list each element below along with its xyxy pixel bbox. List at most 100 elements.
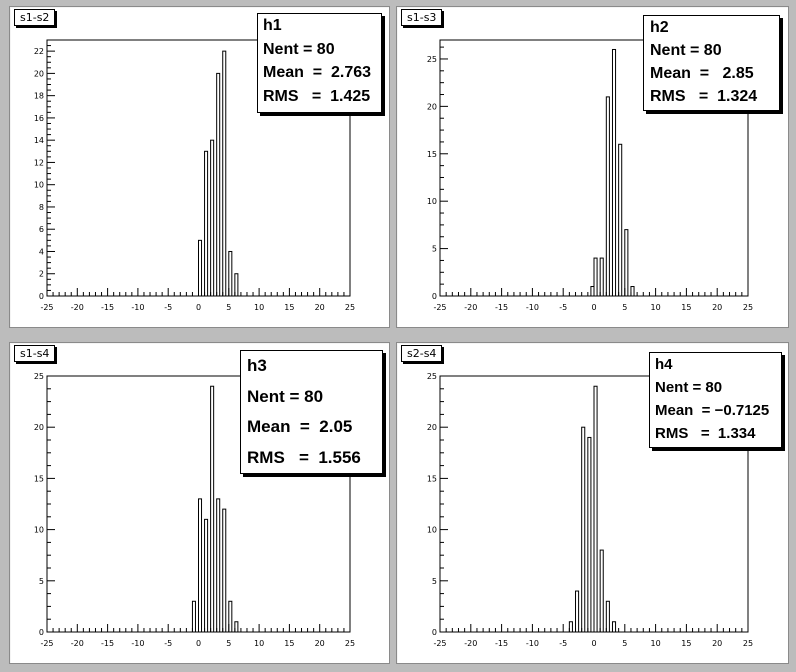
x-tick-label: 10 xyxy=(254,639,264,648)
y-tick-label: 15 xyxy=(427,474,437,483)
x-tick-label: -15 xyxy=(495,303,508,312)
histogram-h4: -25 -20 -15 -10 -5 0 5 10 15 20 25 0 5 10 15 20 25 xyxy=(427,372,753,648)
histogram-bar xyxy=(198,498,203,633)
y-tick-label: 16 xyxy=(34,114,44,123)
histogram-bar xyxy=(611,621,617,633)
histogram-bar xyxy=(216,72,221,297)
histogram-h3: -25 -20 -15 -10 -5 0 5 10 15 20 25 0 5 10 15 20 25 xyxy=(34,372,355,648)
x-tick-label: -5 xyxy=(559,639,567,648)
stats-mean: Mean = 2.05 xyxy=(247,417,353,436)
y-tick-label: 2 xyxy=(39,270,44,279)
y-tick-label: 18 xyxy=(34,92,44,101)
y-tick-label: 5 xyxy=(39,577,44,586)
y-tick-label: 15 xyxy=(427,150,437,159)
histogram-bar xyxy=(216,498,221,633)
y-tick-label: 10 xyxy=(34,181,44,190)
y-tick-label: 20 xyxy=(34,69,44,78)
x-tick-label: 15 xyxy=(681,303,691,312)
x-tick-label: -25 xyxy=(433,303,446,312)
x-tick-label: 5 xyxy=(622,303,627,312)
y-tick-label: 0 xyxy=(39,292,44,301)
x-tick-label: -20 xyxy=(464,639,477,648)
pad-title: s1-s4 xyxy=(14,345,56,362)
x-tick-label: -5 xyxy=(164,303,172,312)
x-tick-label: -10 xyxy=(526,639,539,648)
x-tick-label: 25 xyxy=(345,303,355,312)
histogram-bar xyxy=(228,600,233,633)
y-tick-label: 8 xyxy=(39,203,44,212)
x-tick-label: 0 xyxy=(196,639,201,648)
x-tick-label: -20 xyxy=(71,303,84,312)
histogram-bar xyxy=(581,426,586,633)
x-tick-label: -20 xyxy=(71,639,84,648)
histogram-bar xyxy=(624,229,629,297)
histogram-bar xyxy=(222,50,227,297)
x-tick-label: 25 xyxy=(743,639,753,648)
pad-s1-s3[interactable]: -25 -20 -15 -10 -5 0 5 10 15 20 25 0 5 10 15 20 25 s1-s3… xyxy=(396,6,789,328)
x-tick-label: 0 xyxy=(591,639,596,648)
y-tick-label: 5 xyxy=(432,577,437,586)
stats-entries: Nent = 80 xyxy=(650,42,722,59)
x-tick-label: -5 xyxy=(559,303,567,312)
y-tick-label: 15 xyxy=(34,474,44,483)
stats-box-h1[interactable]: h1 Nent = 80 Mean = 2.763 RMS = 1.425 xyxy=(257,13,382,113)
y-tick-label: 5 xyxy=(432,245,437,254)
histogram-bar xyxy=(599,257,604,297)
stats-mean: Mean = −0.7125 xyxy=(655,402,770,419)
y-tick-label: 20 xyxy=(34,423,44,432)
x-tick-label: -5 xyxy=(164,639,172,648)
y-tick-label: 25 xyxy=(427,372,437,381)
histogram-bar xyxy=(587,436,592,633)
x-tick-label: -15 xyxy=(495,639,508,648)
stats-name: h2 xyxy=(650,19,669,36)
histogram-bar xyxy=(210,139,215,297)
y-tick-label: 0 xyxy=(432,628,437,637)
histogram-bar xyxy=(234,273,239,297)
stats-rms: RMS = 1.425 xyxy=(263,87,371,105)
x-tick-label: 20 xyxy=(315,303,325,312)
x-tick-label: -10 xyxy=(131,303,144,312)
pad-s1-s2[interactable]: -25 -20 -15 -10 -5 0 5 10 15 20 25 0 2 4 6 8 10 12 14 16 18 2… xyxy=(9,6,390,328)
y-tick-label: 0 xyxy=(432,292,437,301)
stats-box-h2[interactable]: h2 Nent = 80 Mean = 2.85 RMS = 1.324 xyxy=(643,15,780,111)
x-tick-label: 25 xyxy=(743,303,753,312)
x-tick-label: -15 xyxy=(101,639,114,648)
x-tick-label: 25 xyxy=(345,639,355,648)
y-tick-label: 20 xyxy=(427,102,437,111)
x-tick-label: 20 xyxy=(712,639,722,648)
histogram-bar xyxy=(222,508,227,633)
stats-box-h4[interactable]: h4 Nent = 80 Mean = −0.7125 RMS = 1.334 xyxy=(649,352,782,448)
stats-entries: Nent = 80 xyxy=(655,379,723,396)
x-tick-label: 15 xyxy=(284,639,294,648)
x-tick-label: 20 xyxy=(315,639,325,648)
histogram-bar xyxy=(234,621,239,633)
x-tick-label: -25 xyxy=(40,639,53,648)
x-tick-label: 10 xyxy=(651,639,661,648)
histogram-bar xyxy=(228,250,233,297)
histogram-bar xyxy=(198,239,203,297)
histogram-bar xyxy=(605,600,610,633)
histogram-bar xyxy=(191,600,196,633)
stats-rms: RMS = 1.556 xyxy=(247,447,361,467)
x-tick-label: 5 xyxy=(622,639,627,648)
y-tick-label: 25 xyxy=(34,372,44,381)
y-tick-label: 10 xyxy=(34,526,44,535)
y-tick-label: 6 xyxy=(39,225,44,234)
y-tick-label: 20 xyxy=(427,423,437,432)
pad-s2-s4[interactable]: -25 -20 -15 -10 -5 0 5 10 15 20 25 0 5 10 15 20 25 s2-s4… xyxy=(396,342,789,664)
y-tick-label: 10 xyxy=(427,526,437,535)
stats-name: h3 xyxy=(247,356,267,375)
pad-s1-s4[interactable]: -25 -20 -15 -10 -5 0 5 10 15 20 25 0 5 10 15 20 25 s1-s4… xyxy=(9,342,390,664)
stats-rms: RMS = 1.324 xyxy=(650,88,758,105)
histogram-bar xyxy=(630,286,635,297)
y-tick-label: 12 xyxy=(34,158,44,167)
x-tick-label: 5 xyxy=(226,639,231,648)
stats-mean: Mean = 2.763 xyxy=(263,64,372,81)
x-tick-label: -20 xyxy=(464,303,477,312)
x-tick-label: 0 xyxy=(591,303,596,312)
pad-title: s1-s2 xyxy=(14,9,56,26)
x-tick-label: 10 xyxy=(254,303,264,312)
histogram-h1: -25 -20 -15 -10 -5 0 5 10 15 20 25 0 2 4 6 8 10 12 14 16 18 2… xyxy=(34,39,355,312)
stats-box-h3[interactable]: h3 Nent = 80 Mean = 2.05 RMS = 1.556 xyxy=(240,350,383,474)
histogram-bar xyxy=(599,549,604,633)
